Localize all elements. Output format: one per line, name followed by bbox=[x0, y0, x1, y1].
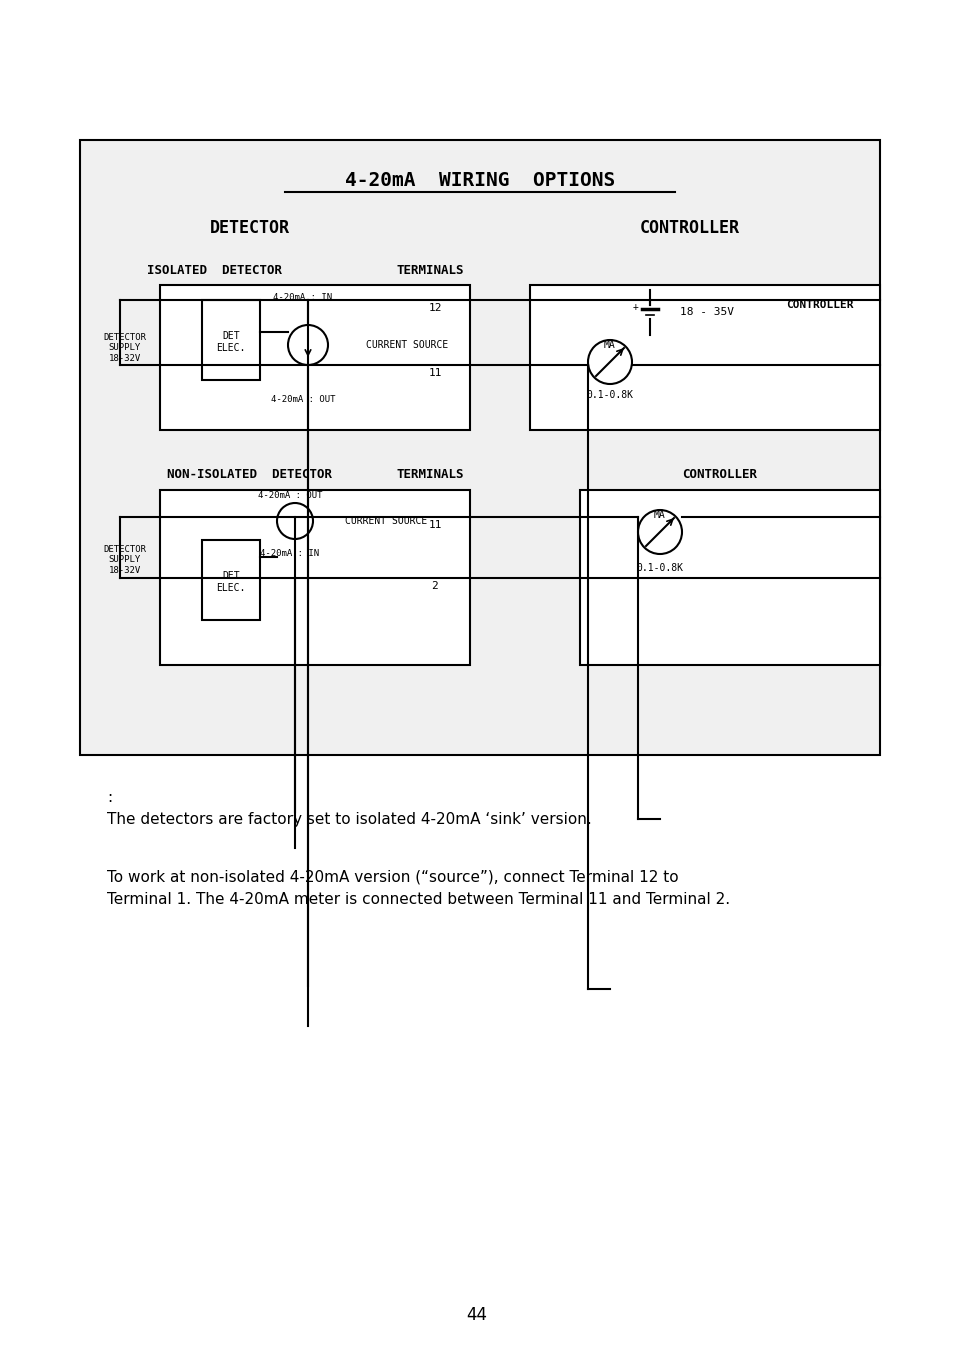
Text: 4-20mA : OUT: 4-20mA : OUT bbox=[257, 490, 322, 500]
Text: TERMINALS: TERMINALS bbox=[395, 263, 463, 277]
Text: DETECTOR: DETECTOR bbox=[210, 219, 290, 236]
Text: 4-20mA : IN: 4-20mA : IN bbox=[260, 549, 319, 558]
Text: 18 - 35V: 18 - 35V bbox=[679, 307, 733, 317]
Text: Terminal 1. The 4-20mA meter is connected between Terminal 11 and Terminal 2.: Terminal 1. The 4-20mA meter is connecte… bbox=[107, 892, 729, 907]
Bar bbox=[579, 490, 879, 665]
Text: 4-20mA : IN: 4-20mA : IN bbox=[274, 293, 333, 301]
Text: 44: 44 bbox=[466, 1306, 487, 1324]
Text: 12: 12 bbox=[428, 303, 441, 313]
Text: 0.1-0.8K: 0.1-0.8K bbox=[586, 390, 633, 400]
Bar bbox=[160, 490, 470, 665]
Text: TERMINALS: TERMINALS bbox=[395, 469, 463, 481]
Text: 4-20mA : OUT: 4-20mA : OUT bbox=[271, 396, 335, 404]
Text: DETECTOR
SUPPLY
18-32V: DETECTOR SUPPLY 18-32V bbox=[103, 544, 147, 576]
Text: CONTROLLER: CONTROLLER bbox=[681, 469, 757, 481]
Text: CONTROLLER: CONTROLLER bbox=[785, 300, 853, 309]
Text: DET
ELEC.: DET ELEC. bbox=[216, 571, 246, 593]
Text: 2: 2 bbox=[431, 581, 438, 590]
Text: 0.1-0.8K: 0.1-0.8K bbox=[636, 563, 682, 573]
Text: :: : bbox=[107, 790, 112, 805]
Text: 11: 11 bbox=[428, 367, 441, 378]
Text: DETECTOR
SUPPLY
18-32V: DETECTOR SUPPLY 18-32V bbox=[103, 334, 147, 363]
Bar bbox=[202, 300, 260, 380]
Text: MA: MA bbox=[654, 509, 665, 520]
Bar bbox=[160, 285, 470, 430]
Text: To work at non-isolated 4-20mA version (“source”), connect Terminal 12 to: To work at non-isolated 4-20mA version (… bbox=[107, 870, 678, 885]
Bar bbox=[530, 285, 879, 430]
Text: The detectors are factory set to isolated 4-20mA ‘sink’ version.: The detectors are factory set to isolate… bbox=[107, 812, 591, 827]
Text: CURRENT SOURCE: CURRENT SOURCE bbox=[345, 516, 427, 526]
Bar bbox=[80, 141, 879, 755]
Text: NON-ISOLATED  DETECTOR: NON-ISOLATED DETECTOR bbox=[168, 469, 333, 481]
Text: +: + bbox=[633, 303, 639, 312]
Text: ISOLATED  DETECTOR: ISOLATED DETECTOR bbox=[148, 263, 282, 277]
Text: 4-20mA  WIRING  OPTIONS: 4-20mA WIRING OPTIONS bbox=[345, 170, 615, 189]
Text: CONTROLLER: CONTROLLER bbox=[639, 219, 740, 236]
Text: MA: MA bbox=[603, 340, 616, 350]
Text: DET
ELEC.: DET ELEC. bbox=[216, 331, 246, 353]
Text: CURRENT SOURCE: CURRENT SOURCE bbox=[366, 340, 448, 350]
Text: 11: 11 bbox=[428, 520, 441, 530]
Bar bbox=[202, 540, 260, 620]
